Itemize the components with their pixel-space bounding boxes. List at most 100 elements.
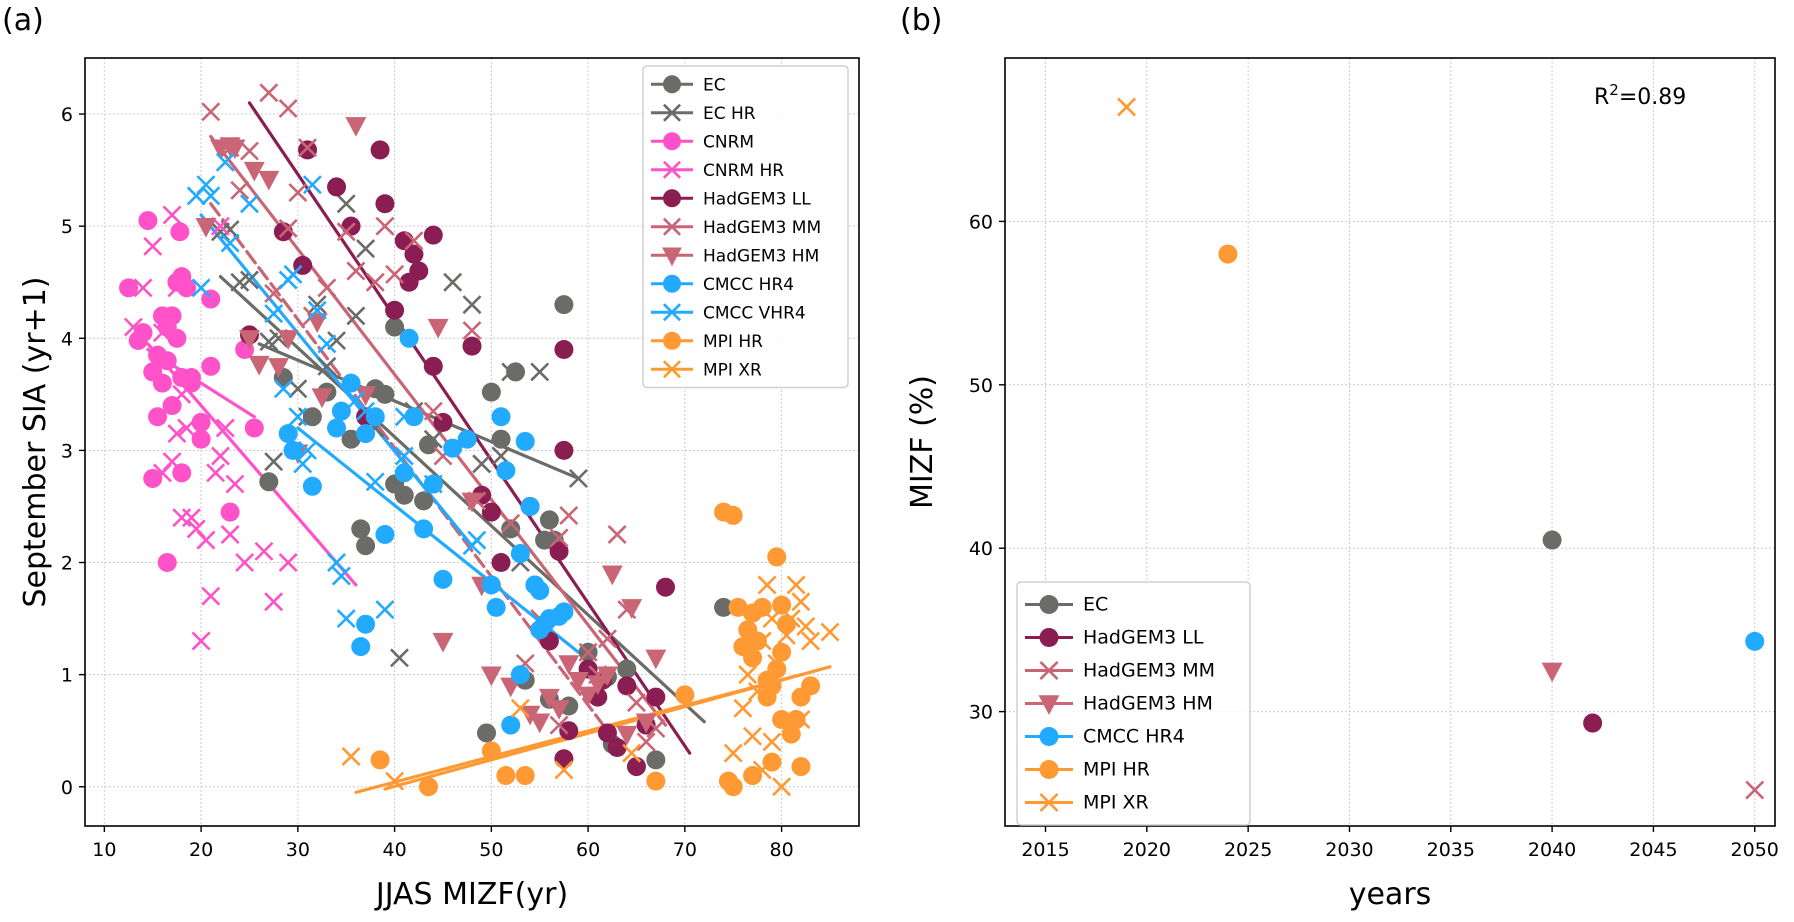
series-hadgem3-hm (195, 117, 667, 746)
legend-item-hadgem3-ll: HadGEM3 LL (1025, 627, 1204, 649)
point-hadgem3-mm (636, 732, 656, 752)
legend-marker-hadgem3-hm (1038, 695, 1060, 715)
point-hadgem3-mm (1745, 780, 1765, 800)
point-cnrm (119, 278, 139, 298)
point-hadgem3-mm (404, 231, 424, 251)
point-mpi-hr (781, 724, 801, 744)
point-cnrm (201, 356, 221, 376)
point-cnrm-hr (172, 384, 192, 404)
series-mpi-xr (1117, 97, 1137, 117)
point-hadgem3-hm (268, 358, 289, 378)
point-hadgem3-hm (432, 632, 454, 653)
point-cmcc-vhr4 (201, 186, 221, 206)
point-cmcc-vhr4 (293, 454, 313, 474)
point-hadgem3-mm (278, 98, 298, 118)
legend-box (642, 65, 849, 389)
point-ec (506, 362, 526, 382)
point-hadgem3-hm (567, 672, 589, 692)
point-ec-hr (307, 295, 327, 315)
point-hadgem3-ll (607, 738, 627, 758)
point-hadgem3-hm (635, 713, 657, 734)
panel-a: (a) 10 20 30 40 50 60 70 80 0 1 2 3 4 5 6 JJAS MIZF(yr… (2, 3, 860, 912)
point-cmcc-vhr4 (273, 379, 293, 399)
legend-item-cnrm: CNRM (651, 132, 754, 152)
x-tick-label: 2025 (1224, 839, 1272, 861)
point-ec (481, 382, 501, 402)
legend-label: HadGEM3 LL (703, 189, 811, 209)
legend-label: HadGEM3 HM (1083, 693, 1213, 715)
point-mpi-hr (370, 750, 390, 770)
legend-marker-hadgem3-ll (1039, 628, 1059, 647)
point-ec-hr (568, 468, 588, 488)
panel-a-label: (a) (2, 3, 44, 38)
x-tick-label: 80 (770, 839, 794, 861)
point-ec-hr (389, 648, 409, 668)
point-cmcc-hr4 (496, 461, 516, 481)
point-hadgem3-hm (277, 330, 299, 350)
point-hadgem3-ll (646, 687, 666, 707)
point-mpi-xr (791, 710, 811, 729)
point-cmcc-hr4 (351, 637, 371, 657)
point-cmcc-hr4 (394, 463, 414, 483)
point-hadgem3-hm (427, 318, 449, 339)
point-hadgem3-mm (597, 629, 617, 649)
legend-label: MPI HR (1083, 759, 1150, 781)
point-ec-hr (472, 454, 492, 474)
legend-label: MPI HR (703, 332, 763, 352)
point-ec-hr (501, 362, 521, 382)
point-hadgem3-hm (345, 117, 367, 137)
point-hadgem3-ll (327, 177, 347, 197)
x-tick-label: 30 (286, 839, 310, 861)
point-cnrm-hr (196, 530, 216, 550)
legend-item-hadgem3-ll: HadGEM3 LL (651, 189, 811, 209)
point-mpi-xr (786, 575, 806, 595)
point-cmcc-vhr4 (317, 334, 337, 354)
point-hadgem3-ll (298, 140, 318, 160)
legend-item-mpi-hr: MPI HR (1025, 759, 1150, 781)
y-tick-label: 40 (969, 538, 993, 560)
point-hadgem3-mm (298, 138, 317, 158)
legend-item-hadgem3-mm: HadGEM3 MM (1025, 660, 1215, 682)
legend-marker-cmcc-hr4 (1039, 727, 1059, 746)
point-mpi-xr (796, 616, 816, 636)
point-mpi-hr (418, 777, 438, 797)
legend-marker-cmcc-hr4 (663, 274, 681, 293)
point-cnrm (148, 407, 168, 427)
point-mpi-hr (743, 766, 763, 786)
point-mpi-xr (554, 760, 574, 780)
legend-label: MPI XR (1083, 792, 1149, 814)
point-ec-hr (346, 306, 366, 326)
point-cmcc-hr4 (283, 440, 303, 460)
point-cnrm (143, 468, 163, 488)
point-mpi-xr (341, 747, 361, 766)
point-hadgem3-hm (597, 666, 618, 687)
legend-marker-cmcc-vhr4 (662, 303, 682, 322)
point-ec (617, 659, 637, 679)
point-cnrm-hr (123, 317, 143, 337)
point-hadgem3-hm (529, 713, 551, 734)
legend-label: EC (703, 75, 726, 95)
point-mpi-xr (776, 625, 796, 645)
x-tick-label: 2050 (1731, 839, 1779, 861)
point-mpi-hr (743, 648, 763, 668)
point-hadgem3-ll (423, 225, 443, 245)
point-cmcc-hr4 (327, 418, 347, 438)
legend-label: HadGEM3 LL (1083, 627, 1204, 649)
point-mpi-hr (772, 595, 792, 615)
panel-b-frame (1004, 57, 1776, 827)
point-ec (501, 519, 521, 539)
point-hadgem3-hm (538, 688, 560, 709)
fit-line-hadgem3-ll (247, 101, 692, 755)
point-hadgem3-mm (627, 693, 646, 713)
point-mpi-hr (791, 757, 811, 777)
legend-marker-ec (1039, 595, 1059, 614)
point-hadgem3-hm (548, 700, 570, 720)
point-cmcc-hr4 (399, 328, 419, 348)
point-ec (341, 429, 361, 449)
point-hadgem3-mm (549, 715, 569, 735)
legend-marker-ec (663, 75, 681, 94)
legend-label: CMCC VHR4 (703, 303, 806, 323)
point-ec (1542, 530, 1562, 550)
legend-item-ec: EC (651, 75, 726, 95)
point-ec (554, 295, 574, 315)
